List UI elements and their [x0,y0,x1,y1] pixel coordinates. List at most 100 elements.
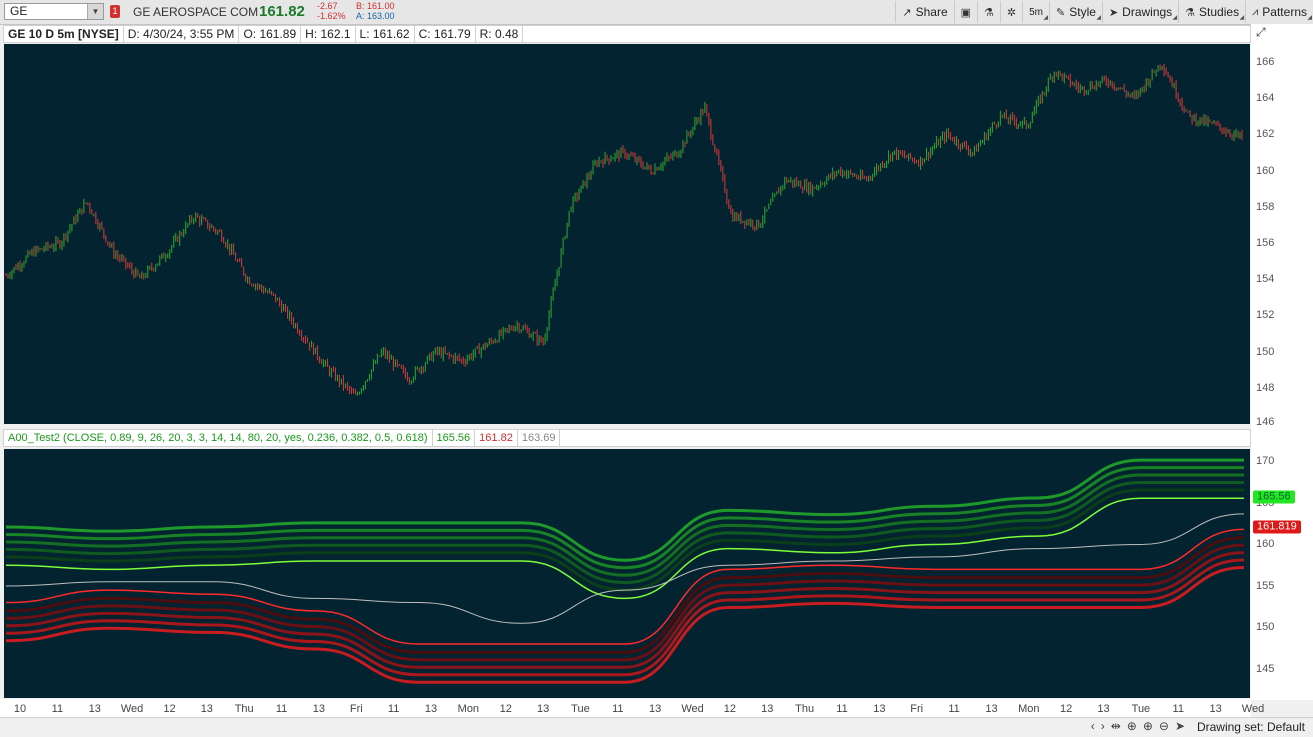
flask-button[interactable]: ⚗ [977,1,1000,23]
study-value-upper: 165.56 [433,430,476,446]
lower-band-line [5,536,1245,654]
patterns-button[interactable]: ⩘ Patterns ◢ [1245,1,1313,23]
study-label[interactable]: A00_Test2 (CLOSE, 0.89, 9, 26, 20, 3, 3,… [4,430,433,446]
study-chart[interactable] [4,449,1250,698]
zoom-in-icon[interactable]: ⊕ [1142,719,1153,733]
patterns-label: Patterns [1262,5,1307,19]
scroll-left-icon[interactable]: ‹ [1090,719,1095,733]
time-axis-label: 12 [163,703,176,715]
expand-icon[interactable]: ⤢ [1256,25,1266,39]
flask-icon: ⚗ [984,6,994,19]
pan-icon[interactable]: ⇹ [1110,719,1121,733]
time-axis-label: Wed [120,703,144,715]
settings-button[interactable]: ✲ [999,1,1022,23]
interval-button[interactable]: 5m ◢ [1022,1,1049,23]
status-bar: ‹ › ⇹ ⊕ ⊕ ⊖ ➤ Drawing set: Default [0,717,1313,737]
time-axis-label: 11 [948,703,960,715]
time-axis-label: 11 [836,703,848,715]
chart-header: GE 10 D 5m [NYSE] D: 4/30/24, 3:55 PM O:… [3,25,1251,43]
lower-band-line [5,543,1245,662]
study-axis-label: 160 [1256,538,1275,551]
price-axis-label: 152 [1256,309,1275,322]
upper-band-line [5,458,1244,562]
open-readout: O: 161.89 [239,26,302,42]
top-toolbar: GE ▼ 1 GE AEROSPACE COM 161.82 -2.67 -1.… [0,0,1313,25]
chevron-down-icon: ◢ [1239,15,1245,21]
change-value: -2.67 [317,1,338,11]
time-axis-label: 13 [536,703,550,715]
upper-band-line [5,481,1244,585]
high-readout: H: 162.1 [301,26,356,42]
time-axis-label: 13 [873,703,886,715]
price-axis-label: 162 [1256,128,1275,141]
bid-ask: B: 161.00 A: 163.00 [356,1,395,21]
drawing-set-label[interactable]: Drawing set: Default [1196,720,1305,734]
chevron-down-icon[interactable]: ▼ [87,4,103,19]
close-readout: C: 161.79 [415,26,476,42]
time-axis-label: 12 [1060,703,1073,715]
time-axis-label: 13 [88,703,101,715]
price-chart-svg [5,63,1243,396]
time-axis-label: Wed [1241,703,1265,715]
study-value-lower: 161.82 [475,430,518,446]
time-axis-label: 13 [1097,703,1110,715]
time-axis-label: 12 [499,703,512,715]
lower-band-line [5,551,1245,669]
cursor-icon[interactable]: ➤ [1174,719,1185,733]
study-chart-svg [5,458,1245,684]
time-axis-label: Tue [571,703,590,715]
style-label: Style [1069,5,1096,19]
time-axis[interactable] [0,699,1251,717]
price-axis-label: 148 [1256,381,1275,394]
price-axis[interactable] [1251,24,1313,700]
time-axis-label: 12 [723,703,737,715]
time-axis-label: 13 [312,703,326,715]
range-readout: R: 0.48 [476,26,524,42]
lower-line [5,528,1245,645]
cursor-icon: ➤ [1108,6,1119,19]
style-button[interactable]: ✎ Style ◢ [1049,1,1102,23]
chevron-down-icon: ◢ [1096,15,1101,21]
price-axis-label: 160 [1256,164,1275,177]
drawings-button[interactable]: ➤ Drawings ◢ [1101,1,1178,23]
change-percent: -1.62% [317,11,346,21]
time-axis-label: 11 [387,703,400,715]
price-axis-label: 166 [1256,56,1275,69]
zoom-out-icon[interactable]: ⊖ [1158,719,1169,733]
link-badge[interactable]: 1 [110,5,120,18]
scroll-right-icon[interactable]: › [1100,719,1105,733]
chevron-down-icon: ◢ [1307,15,1312,21]
time-axis-label: 13 [761,703,774,715]
share-icon: ↗ [902,6,912,19]
last-price: 161.82 [259,3,305,20]
share-button[interactable]: ↗ Share [895,1,953,23]
camera-icon: ▣ [960,6,972,19]
time-axis-label: 10 [13,703,27,715]
upper-band-line [5,466,1244,570]
lower-band-line [5,558,1245,677]
snapshot-button[interactable]: ▣ [953,1,977,23]
time-axis-label: Thu [234,703,254,715]
time-axis-label: Mon [457,703,480,715]
price-axis-label: 150 [1256,345,1275,358]
time-axis-label: 11 [51,703,64,715]
toolbar-actions: ↗ Share ▣ ⚗ ✲ 5m ◢ ✎ Style ◢ ➤ Drawings ◢ ⚗ Stu… [895,0,1313,24]
time-axis-label: 13 [1209,703,1222,715]
upper-line [5,497,1244,600]
lower-value-box: 161.819 [1253,520,1301,534]
time-axis-label: 11 [612,703,624,715]
crosshair-icon[interactable]: ⊕ [1126,719,1137,733]
study-axis-label: 155 [1256,579,1275,592]
chart-title[interactable]: GE 10 D 5m [NYSE] [4,26,124,42]
studies-button[interactable]: ⚗ Studies ◢ [1178,1,1245,23]
price-axis-label: 154 [1256,273,1275,286]
price-chart[interactable] [4,44,1250,424]
studies-label: Studies [1199,5,1240,19]
style-icon: ✎ [1056,6,1066,19]
share-label: Share [915,5,948,19]
flask-icon: ⚗ [1185,6,1196,19]
symbol-input[interactable]: GE ▼ [4,3,104,20]
price-axis-label: 146 [1256,416,1275,428]
study-value-middle: 163.69 [518,430,561,446]
price-axis-label: 156 [1256,237,1275,250]
